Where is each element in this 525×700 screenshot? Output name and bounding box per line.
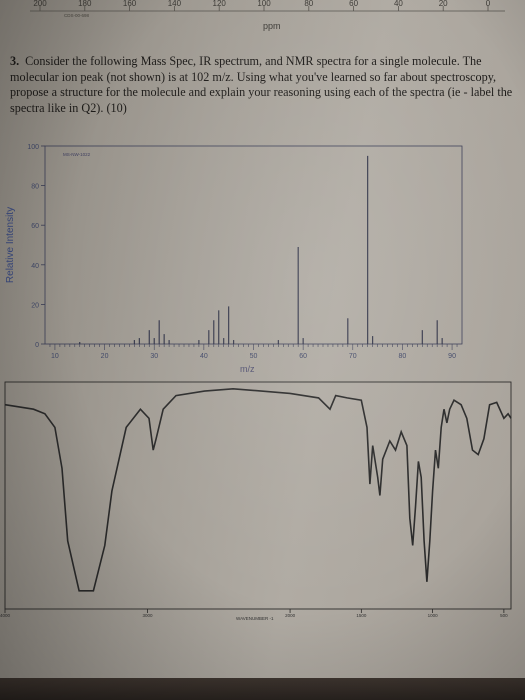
nmr-axis: 200 180 160 140 120 100 80 60 40 20 0 [30, 0, 505, 12]
ir-x-tick-label: 1000 [428, 613, 439, 618]
ms-x-axis-label: m/z [240, 364, 255, 374]
ms-x-tick-label: 60 [299, 353, 307, 360]
ir-plot-frame [4, 381, 512, 610]
ms-x-tick-label: 20 [101, 353, 109, 360]
ms-y-tick-label: 40 [31, 263, 39, 270]
nmr-tick-label: 100 [257, 0, 271, 8]
ms-y-tick-label: 100 [27, 144, 39, 151]
ms-x-tick-label: 10 [51, 353, 59, 360]
ms-x-tick-label: 70 [349, 353, 357, 360]
ir-x-axis-label: WAVENUMBER -1 [236, 616, 274, 621]
ms-x-tick-label: 40 [200, 353, 208, 360]
nmr-tick-label: 160 [123, 0, 137, 8]
desk-edge [0, 678, 525, 700]
nmr-axis-unit: ppm [263, 21, 281, 31]
ms-y-tick-label: 80 [31, 184, 39, 191]
nmr-tick-label: 200 [33, 0, 47, 8]
nmr-tick-label: 20 [439, 0, 448, 8]
ir-x-tick-label: 2000 [285, 613, 296, 618]
ms-id-label: MS-NW-1022 [63, 152, 91, 157]
ms-y-tick-label: 60 [31, 223, 39, 230]
question-number: 3. [10, 54, 20, 68]
nmr-tick-label: 120 [213, 0, 227, 8]
nmr-tick-label: 40 [394, 0, 403, 8]
ms-y-tick-label: 20 [31, 302, 39, 309]
ir-x-tick-label: 3000 [143, 613, 154, 618]
ms-x-tick-label: 50 [250, 353, 258, 360]
nmr-tick-label: 0 [486, 0, 491, 8]
ir-x-tick-label: 1500 [356, 613, 367, 618]
ir-x-tick-label: 500 [500, 613, 508, 618]
nmr-tick-label: 60 [349, 0, 358, 8]
ir-transmittance-line [4, 387, 512, 592]
nmr-tick-label: 80 [304, 0, 313, 8]
nmr-tick-label: 140 [168, 0, 182, 8]
question-block: 3. Consider the following Mass Spec, IR s… [10, 54, 520, 116]
ms-x-tick-label: 30 [150, 353, 158, 360]
nmr-id-text: CDS-00-698 [64, 13, 90, 18]
mass-spectrum-chart: 0 20 40 60 80 100 10 20 30 40 50 60 70 80 90 MS-NW-102… [27, 144, 463, 374]
ms-x-tick-label: 90 [448, 353, 456, 360]
ms-x-tick-label: 80 [399, 353, 407, 360]
ir-x-tick-label: 4000 [0, 613, 11, 618]
ms-y-tick-label: 0 [35, 342, 39, 349]
question-text: Consider the following Mass Spec, IR spe… [10, 54, 513, 115]
nmr-tick-label: 180 [78, 0, 92, 8]
